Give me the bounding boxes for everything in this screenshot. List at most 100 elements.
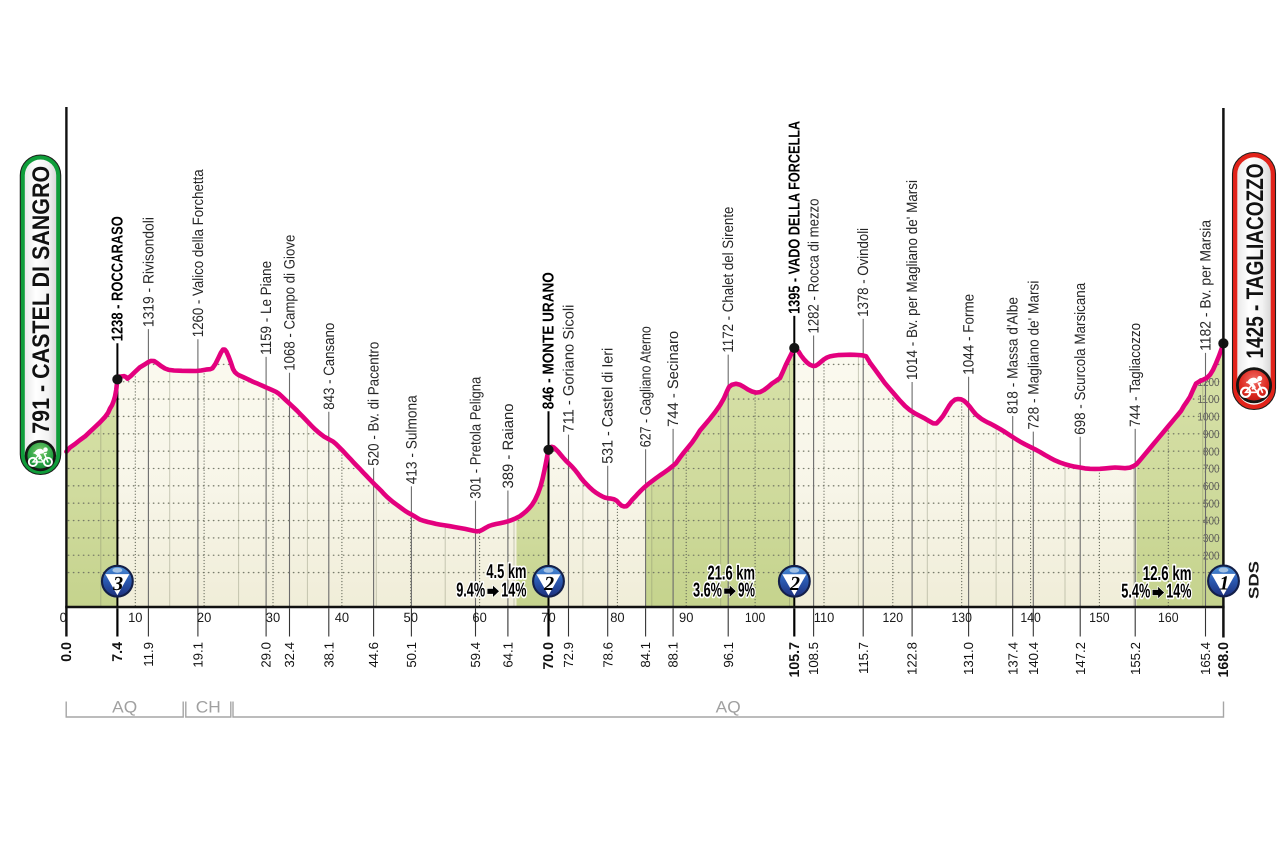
svg-text:160: 160 (1158, 610, 1179, 625)
svg-text:1260 - Valico della Forchetta: 1260 - Valico della Forchetta (190, 169, 207, 338)
svg-text:3.6%: 3.6% (693, 579, 722, 601)
svg-text:59.4: 59.4 (468, 642, 483, 668)
svg-text:413 - Sulmona: 413 - Sulmona (403, 395, 420, 485)
svg-text:150: 150 (1089, 610, 1110, 625)
svg-text:7.4: 7.4 (110, 642, 126, 662)
svg-text:130: 130 (951, 610, 972, 625)
svg-text:137.4: 137.4 (1005, 642, 1020, 675)
svg-text:9.4%: 9.4% (456, 580, 485, 602)
svg-text:84.1: 84.1 (638, 642, 653, 668)
svg-text:21.6 km: 21.6 km (708, 562, 756, 584)
svg-text:131.0: 131.0 (961, 642, 976, 675)
svg-text:728 - Magliano de' Marsi: 728 - Magliano de' Marsi (1025, 281, 1042, 430)
svg-text:110: 110 (814, 610, 835, 625)
svg-text:200: 200 (1203, 550, 1220, 562)
svg-text:155.2: 155.2 (1128, 642, 1143, 675)
svg-text:108.5: 108.5 (806, 642, 821, 675)
svg-text:CH: CH (196, 699, 221, 717)
svg-text:64.1: 64.1 (501, 642, 516, 668)
svg-text:1159 - Le Piane: 1159 - Le Piane (258, 261, 275, 355)
svg-text:AQ: AQ (112, 699, 137, 717)
svg-text:900: 900 (1203, 429, 1220, 441)
svg-text:791 - CASTEL DI SANGRO: 791 - CASTEL DI SANGRO (28, 166, 55, 434)
svg-text:14%: 14% (501, 580, 526, 602)
svg-text:38.1: 38.1 (321, 642, 336, 668)
svg-text:0: 0 (60, 610, 67, 625)
svg-text:1425 - TAGLIACOZZO: 1425 - TAGLIACOZZO (1242, 164, 1269, 359)
svg-text:520 - Bv. di Pacentro: 520 - Bv. di Pacentro (366, 342, 383, 466)
svg-text:1044 - Forme: 1044 - Forme (961, 294, 978, 375)
svg-text:AQ: AQ (716, 699, 741, 717)
svg-text:88.1: 88.1 (666, 642, 681, 668)
svg-text:60: 60 (472, 610, 486, 625)
svg-text:5.4%: 5.4% (1121, 581, 1150, 603)
svg-text:846 - MONTE URANO: 846 - MONTE URANO (541, 272, 558, 409)
svg-text:3: 3 (112, 573, 123, 595)
svg-text:698 - Scurcola Marsicana: 698 - Scurcola Marsicana (1072, 282, 1089, 435)
svg-text:12.6 km: 12.6 km (1143, 563, 1192, 585)
svg-text:4.5 km: 4.5 km (486, 561, 526, 583)
svg-text:300: 300 (1203, 533, 1220, 545)
svg-text:800: 800 (1203, 446, 1220, 458)
svg-text:744 - Tagliacozzo: 744 - Tagliacozzo (1127, 323, 1144, 427)
svg-text:105.7: 105.7 (787, 642, 803, 678)
svg-text:9%: 9% (738, 579, 755, 601)
svg-text:1172 - Chalet del Sirente: 1172 - Chalet del Sirente (720, 207, 737, 353)
svg-text:19.1: 19.1 (191, 642, 206, 668)
svg-text:1014 - Bv. per Magliano de' Ma: 1014 - Bv. per Magliano de' Marsi (904, 180, 921, 380)
svg-text:1068 - Campo di Giove: 1068 - Campo di Giove (282, 235, 299, 371)
svg-text:2: 2 (789, 573, 800, 595)
svg-text:627 - Gagliano Aterno: 627 - Gagliano Aterno (638, 326, 655, 447)
svg-text:400: 400 (1203, 516, 1220, 528)
svg-text:100: 100 (745, 610, 766, 625)
svg-text:168.0: 168.0 (1216, 642, 1232, 678)
svg-text:90: 90 (679, 610, 693, 625)
svg-text:818 - Massa d'Albe: 818 - Massa d'Albe (1005, 297, 1022, 414)
svg-text:40: 40 (335, 610, 349, 625)
svg-text:10: 10 (128, 610, 142, 625)
svg-text:1100: 1100 (1198, 394, 1220, 406)
svg-text:72.9: 72.9 (561, 642, 576, 668)
svg-text:1319 - Rivisondoli: 1319 - Rivisondoli (140, 217, 157, 327)
svg-text:70: 70 (541, 610, 555, 625)
svg-text:1182 - Bv. per Marsia: 1182 - Bv. per Marsia (1198, 219, 1215, 351)
svg-text:1395 - VADO DELLA FORCELLA: 1395 - VADO DELLA FORCELLA (786, 121, 803, 314)
svg-text:14%: 14% (1166, 581, 1191, 603)
svg-text:32.4: 32.4 (282, 642, 297, 668)
svg-text:140: 140 (1020, 610, 1041, 625)
svg-text:80: 80 (610, 610, 624, 625)
svg-text:SDS: SDS (1246, 561, 1262, 599)
svg-text:744 - Secinaro: 744 - Secinaro (665, 331, 682, 427)
svg-text:1000: 1000 (1198, 412, 1220, 424)
svg-text:78.6: 78.6 (600, 642, 615, 668)
svg-text:711 - Goriano Sicoli: 711 - Goriano Sicoli (561, 305, 578, 433)
svg-text:843 - Cansano: 843 - Cansano (321, 323, 338, 410)
svg-text:20: 20 (197, 610, 211, 625)
svg-text:165.4: 165.4 (1198, 642, 1213, 675)
svg-text:147.2: 147.2 (1073, 642, 1088, 675)
svg-text:96.1: 96.1 (721, 642, 736, 668)
svg-text:50.1: 50.1 (404, 642, 419, 668)
svg-text:600: 600 (1203, 481, 1220, 493)
svg-text:122.8: 122.8 (905, 642, 920, 675)
svg-text:700: 700 (1203, 464, 1220, 476)
svg-text:1: 1 (1219, 573, 1229, 595)
svg-text:70.0: 70.0 (541, 642, 557, 670)
svg-text:50: 50 (404, 610, 418, 625)
svg-text:29.0: 29.0 (259, 642, 274, 668)
svg-text:2: 2 (543, 573, 554, 595)
svg-text:30: 30 (266, 610, 280, 625)
svg-text:531 - Castel di Ieri: 531 - Castel di Ieri (600, 348, 617, 464)
svg-text:115.7: 115.7 (856, 642, 871, 674)
svg-text:1282 - Rocca di mezzo: 1282 - Rocca di mezzo (806, 199, 823, 334)
svg-text:140.4: 140.4 (1026, 642, 1041, 675)
svg-text:500: 500 (1203, 498, 1220, 510)
svg-text:301 - Pretola Peligna: 301 - Pretola Peligna (468, 376, 485, 499)
svg-text:11.9: 11.9 (141, 642, 156, 667)
svg-text:0.0: 0.0 (59, 642, 75, 662)
svg-text:1378 - Ovindoli: 1378 - Ovindoli (855, 228, 872, 317)
svg-text:1238 - ROCCARASO: 1238 - ROCCARASO (109, 216, 126, 341)
svg-text:389 - Raiano: 389 - Raiano (500, 404, 517, 489)
svg-text:120: 120 (883, 610, 904, 625)
svg-text:44.6: 44.6 (366, 642, 381, 668)
